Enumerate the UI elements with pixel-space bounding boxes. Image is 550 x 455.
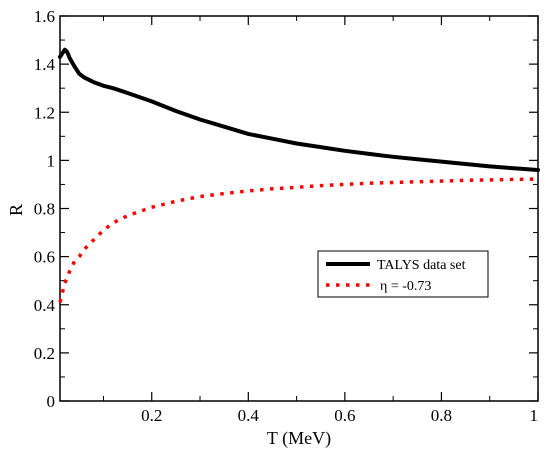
legend-label-eta: η = -0.73 — [380, 279, 431, 294]
tick-marks — [60, 15, 539, 402]
y-tick-label: 0.8 — [34, 200, 55, 219]
legend-box — [317, 250, 489, 298]
series-line-eta — [58, 177, 539, 303]
y-tick-label: 1 — [47, 151, 56, 170]
y-tick-label: 0.2 — [34, 344, 55, 363]
x-tick-label: 0.4 — [238, 406, 260, 425]
x-tick-label: 0.6 — [334, 406, 355, 425]
x-tick-label: 0.2 — [141, 406, 162, 425]
x-tick-label: 0.8 — [431, 406, 452, 425]
y-tick-label: 1.4 — [34, 55, 56, 74]
y-tick-label: 0.4 — [34, 296, 56, 315]
y-axis-label: R — [6, 204, 26, 216]
plot-frame — [59, 15, 539, 402]
y-tick-label: 0 — [47, 392, 56, 411]
x-tick-label: 1 — [530, 406, 539, 425]
x-axis-label: T (MeV) — [267, 428, 331, 449]
legend: TALYS data set η = -0.73 — [317, 250, 489, 298]
y-tick-label: 1.2 — [34, 103, 55, 122]
y-tick-label: 1.6 — [34, 7, 55, 26]
legend-label-talys: TALYS data set — [377, 258, 466, 273]
series-lines — [58, 47, 540, 303]
y-tick-label: 0.6 — [34, 248, 55, 267]
tick-labels: 0 0.2 0.4 0.6 0.8 1 1.2 1.4 1.6 0.2 0.4 0.6 0.8 1 — [34, 7, 538, 425]
series-line-talys — [58, 47, 540, 172]
